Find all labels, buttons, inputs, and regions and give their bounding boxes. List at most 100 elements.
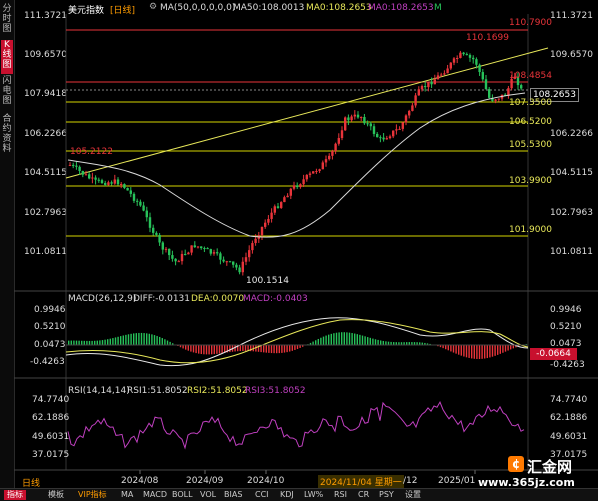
macd-bar xyxy=(268,345,269,353)
macd-bar xyxy=(294,345,295,350)
candle-body xyxy=(494,100,496,101)
candle-body xyxy=(306,175,308,179)
macd-bar xyxy=(99,340,100,345)
macd-bar xyxy=(372,339,373,345)
candle-body xyxy=(206,248,208,249)
macd-bar xyxy=(211,345,212,354)
macd-bar xyxy=(489,345,490,357)
candle-body xyxy=(462,53,464,54)
macd-bar xyxy=(206,345,207,354)
tab-lw[interactable]: LW% xyxy=(304,490,323,500)
macd-bar xyxy=(107,339,108,345)
macd-bar xyxy=(208,345,209,354)
candle-body xyxy=(267,219,269,223)
candle-body xyxy=(334,144,336,151)
macd-bar xyxy=(276,345,277,353)
macd-bar xyxy=(325,336,326,345)
tab-vol[interactable]: VOL xyxy=(200,490,216,500)
macd-bar xyxy=(146,333,147,345)
candle-body xyxy=(427,82,429,87)
tab-cr[interactable]: CR xyxy=(358,490,369,500)
macd-bar xyxy=(136,333,137,345)
candle-body xyxy=(85,174,87,175)
candle-body xyxy=(418,89,420,95)
left-price-marker: 105.2122 xyxy=(70,147,113,157)
macd-tick-left: 0.0473 xyxy=(34,340,66,350)
candle-body xyxy=(200,246,202,248)
trend-line xyxy=(66,48,548,178)
candle-body xyxy=(213,252,215,253)
candle-body xyxy=(152,228,154,233)
candle-body xyxy=(382,138,384,140)
candle-body xyxy=(338,138,340,144)
macd-bar xyxy=(383,341,384,345)
candle-body xyxy=(357,115,359,118)
candle-body xyxy=(277,206,279,208)
candle-body xyxy=(210,249,212,254)
rsi-tick-right: 74.7740 xyxy=(550,395,587,405)
macd-bar xyxy=(453,345,454,353)
low-marker: 100.1514 xyxy=(246,276,289,286)
candle-body xyxy=(341,130,343,138)
candle-body xyxy=(402,122,404,128)
macd-tick-right: 0.5210 xyxy=(550,322,582,332)
tab-indicators[interactable]: 指标 xyxy=(4,490,26,500)
tab-macd[interactable]: MACD xyxy=(143,490,167,500)
tab-vip-indicators[interactable]: VIP指标 xyxy=(78,490,107,500)
candle-body xyxy=(219,253,221,259)
macd-bar xyxy=(279,345,280,353)
rsi2-value: RSI2:51.8052 xyxy=(187,386,248,396)
macd-bar xyxy=(362,336,363,345)
macd-bar xyxy=(487,345,488,358)
macd-bar xyxy=(320,338,321,345)
macd-title: MACD(26,12,9) xyxy=(68,294,136,304)
macd-bar xyxy=(318,339,319,345)
macd-bar xyxy=(86,341,87,345)
macd-tick-left: 0.5210 xyxy=(34,322,66,332)
tab-boll[interactable]: BOLL xyxy=(172,490,193,500)
macd-bar xyxy=(162,338,163,345)
macd-dea: DEA:0.0070 xyxy=(191,294,244,304)
macd-bar xyxy=(156,336,157,345)
candle-body xyxy=(94,178,96,180)
tab-kdj[interactable]: KDJ xyxy=(280,490,294,500)
candle-body xyxy=(149,217,151,228)
tab-bias[interactable]: BIAS xyxy=(224,490,242,500)
macd-bar xyxy=(141,333,142,345)
macd-bar xyxy=(120,336,121,345)
macd-bar xyxy=(102,340,103,345)
tab-template[interactable]: 模板 xyxy=(48,490,64,500)
candle-body xyxy=(142,206,144,211)
macd-bar xyxy=(346,332,347,345)
rsi1-value: RSI1:51.8052 xyxy=(127,386,188,396)
macd-bar xyxy=(130,334,131,345)
brand-logo-icon: ¢ xyxy=(508,456,524,472)
macd-bar xyxy=(507,345,508,351)
macd-bar xyxy=(234,345,235,351)
macd-bar xyxy=(471,345,472,358)
macd-bar xyxy=(214,345,215,354)
tab-psy[interactable]: PSY xyxy=(379,490,394,500)
tab-rsi[interactable]: RSI xyxy=(334,490,347,500)
candle-body xyxy=(178,261,180,262)
macd-bar xyxy=(497,345,498,355)
candle-body xyxy=(325,159,327,162)
macd-bar xyxy=(292,345,293,351)
tab-ma[interactable]: MA xyxy=(121,490,133,500)
level-label: 103.9900 xyxy=(509,176,552,186)
candle-body xyxy=(88,174,90,178)
macd-bar xyxy=(315,340,316,345)
date-label: 2024/09 xyxy=(186,476,223,486)
candle-body xyxy=(254,239,256,243)
macd-bar xyxy=(117,337,118,345)
macd-bar xyxy=(455,345,456,354)
level-label: 108.4854 xyxy=(509,71,552,81)
candle-body xyxy=(171,255,173,259)
macd-bar xyxy=(333,333,334,345)
rsi-tick-left: 74.7740 xyxy=(32,395,69,405)
tab-cci[interactable]: CCI xyxy=(255,490,269,500)
macd-bar xyxy=(193,345,194,352)
tab-settings[interactable]: 设置 xyxy=(405,490,421,500)
candle-body xyxy=(264,223,266,227)
candle-body xyxy=(302,179,304,184)
